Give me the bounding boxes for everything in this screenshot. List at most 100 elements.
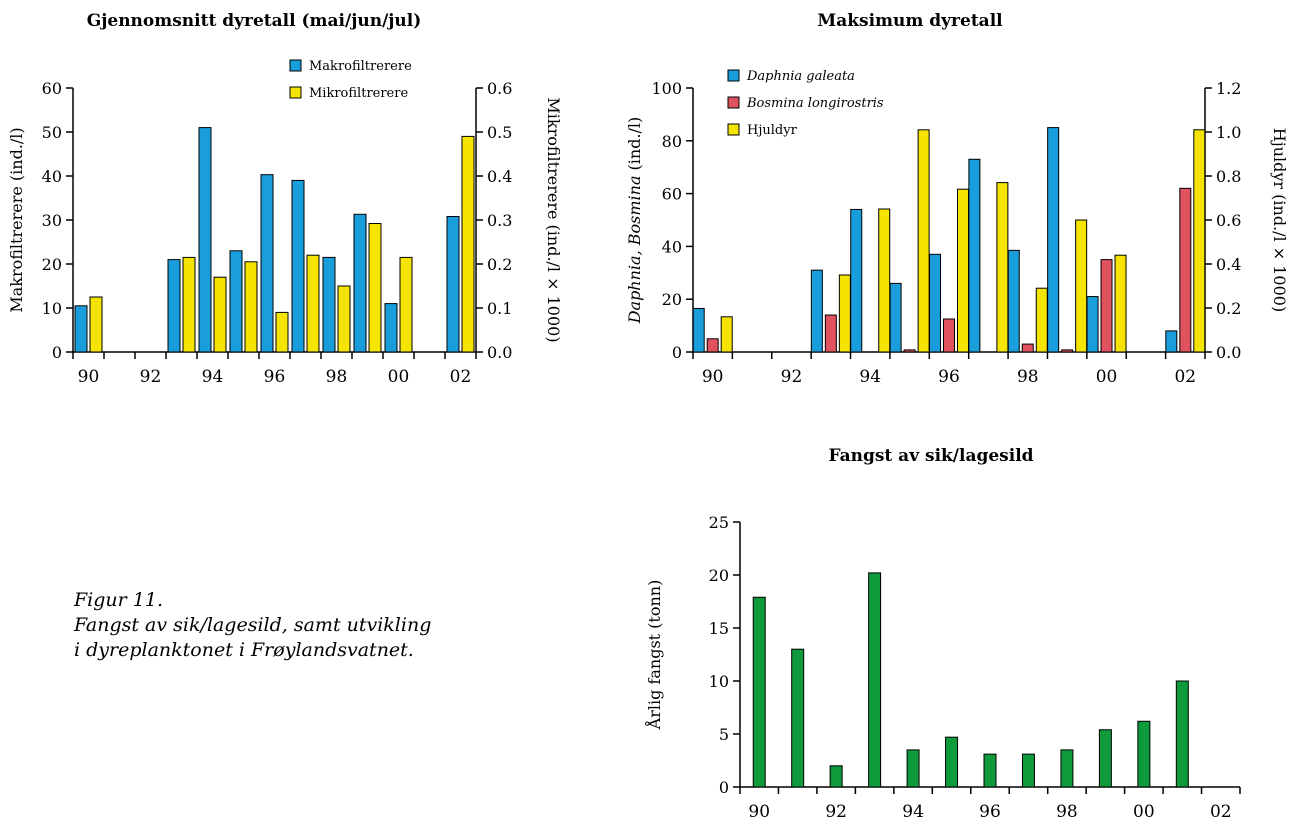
y-tick-label: 50 xyxy=(42,123,62,142)
y-tick-label: 60 xyxy=(662,185,682,204)
bar-bosmina-longirostris-95 xyxy=(904,350,915,352)
y-tick-label: 100 xyxy=(651,79,682,98)
bar-catch-00 xyxy=(1138,721,1150,787)
legend-swatch-mikrofiltrerere xyxy=(290,87,301,98)
x-tick-label: 02 xyxy=(1210,802,1232,822)
legend-swatch-bosmina-longirostris xyxy=(728,97,739,108)
bar-mikrofiltrerere-99 xyxy=(369,224,381,352)
bar-hjuldyr-02 xyxy=(1194,130,1205,352)
legend-label-mikrofiltrerere: Mikrofiltrerere xyxy=(309,86,408,101)
bar-bosmina-longirostris-98 xyxy=(1022,344,1033,352)
bar-bosmina-longirostris-93 xyxy=(825,315,836,352)
bar-catch-98 xyxy=(1061,750,1073,787)
x-tick-label: 96 xyxy=(264,367,286,387)
bar-catch-01 xyxy=(1176,681,1188,787)
y-axis-label: Makrofiltrerere (ind./l) xyxy=(7,127,26,312)
bar-bosmina-longirostris-96 xyxy=(944,319,955,352)
x-tick-label: 98 xyxy=(326,367,348,387)
y-tick-label: 20 xyxy=(42,255,62,274)
bar-catch-97 xyxy=(1022,754,1034,787)
figure-caption: Figur 11. Fangst av sik/lagesild, samt u… xyxy=(74,588,534,663)
bar-bosmina-longirostris-90 xyxy=(707,339,718,352)
bar-mikrofiltrerere-00 xyxy=(400,257,412,352)
bar-mikrofiltrerere-94 xyxy=(214,277,226,352)
x-tick-label: 90 xyxy=(748,802,770,822)
bar-daphnia-galeata-96 xyxy=(930,254,941,352)
bar-daphnia-galeata-97 xyxy=(969,159,980,352)
bar-makrofiltrerere-96 xyxy=(261,175,273,352)
bar-catch-90 xyxy=(753,597,765,787)
bar-hjuldyr-95 xyxy=(918,130,929,352)
bar-hjuldyr-99 xyxy=(1076,220,1087,352)
bar-catch-92 xyxy=(830,766,842,787)
y2-tick-label: 0.2 xyxy=(1216,299,1241,318)
bar-hjuldyr-97 xyxy=(997,183,1008,352)
bar-makrofiltrerere-99 xyxy=(354,214,366,352)
bar-makrofiltrerere-02 xyxy=(447,216,459,352)
y2-tick-label: 0.0 xyxy=(487,343,512,362)
x-tick-label: 00 xyxy=(388,367,410,387)
bar-mikrofiltrerere-02 xyxy=(462,136,474,352)
bar-catch-93 xyxy=(869,573,881,787)
y2-axis-label: Hjuldyr (ind./l × 1000) xyxy=(1270,128,1289,312)
chart-whitefish-catch: Fangst av sik/lagesild 0 5 10 15 20 25 90 92 94 96… xyxy=(620,440,1295,825)
x-tick-label: 00 xyxy=(1133,802,1155,822)
x-tick-label: 02 xyxy=(1174,367,1196,387)
x-tick-label: 90 xyxy=(702,367,724,387)
bar-bosmina-longirostris-00 xyxy=(1101,260,1112,352)
bar-makrofiltrerere-94 xyxy=(199,128,211,352)
y2-tick-label: 0.4 xyxy=(487,167,512,186)
caption-line-3: i dyreplanktonet i Frøylandsvatnet. xyxy=(74,638,534,663)
y-tick-label: 5 xyxy=(719,725,729,744)
y-tick-label: 0 xyxy=(52,343,62,362)
legend-label-bosmina-longirostris: Bosmina longirostris xyxy=(746,96,884,111)
y-tick-label: 40 xyxy=(42,167,62,186)
legend-swatch-hjuldyr xyxy=(728,124,739,135)
legend-label-hjuldyr: Hjuldyr xyxy=(747,123,798,138)
x-tick-label: 98 xyxy=(1056,802,1078,822)
x-tick-label: 02 xyxy=(450,367,472,387)
x-tick-label: 92 xyxy=(781,367,803,387)
legend-label-daphnia-galeata: Daphnia galeata xyxy=(746,69,855,84)
bar-catch-91 xyxy=(792,649,804,787)
x-tick-label: 92 xyxy=(825,802,847,822)
y-tick-label: 10 xyxy=(42,299,62,318)
bar-mikrofiltrerere-90 xyxy=(90,297,102,352)
bar-daphnia-galeata-95 xyxy=(890,283,901,352)
bar-bosmina-longirostris-02 xyxy=(1180,188,1191,352)
bar-daphnia-galeata-90 xyxy=(693,308,704,352)
bar-daphnia-galeata-94 xyxy=(851,209,862,352)
x-tick-label: 92 xyxy=(140,367,162,387)
y-tick-label: 0 xyxy=(672,343,682,362)
bar-mikrofiltrerere-96 xyxy=(276,312,288,352)
chart-title: Fangst av sik/lagesild xyxy=(828,446,1033,466)
y-tick-label: 60 xyxy=(42,79,62,98)
x-tick-label: 98 xyxy=(1017,367,1039,387)
x-tick-label: 00 xyxy=(1096,367,1118,387)
bar-daphnia-galeata-02 xyxy=(1166,331,1177,352)
bar-makrofiltrerere-93 xyxy=(168,260,180,352)
bar-daphnia-galeata-98 xyxy=(1008,250,1019,352)
y2-tick-label: 0.8 xyxy=(1216,167,1241,186)
y-axis-label: Daphnia, Bosmina (ind./l) xyxy=(625,117,644,325)
bar-makrofiltrerere-98 xyxy=(323,257,335,352)
y2-tick-label: 0.6 xyxy=(1216,211,1241,230)
bar-makrofiltrerere-90 xyxy=(75,306,87,352)
bar-hjuldyr-00 xyxy=(1115,255,1126,352)
y-tick-label: 20 xyxy=(662,290,682,309)
bar-hjuldyr-94 xyxy=(879,209,890,352)
y-axis-label: Årlig fangst (tonn) xyxy=(644,580,664,731)
x-tick-label: 94 xyxy=(902,802,924,822)
y-tick-label: 25 xyxy=(709,513,729,532)
y-tick-label: 0 xyxy=(719,778,729,797)
bar-bosmina-longirostris-99 xyxy=(1062,350,1073,352)
bar-catch-99 xyxy=(1099,730,1111,787)
y2-tick-label: 0.2 xyxy=(487,255,512,274)
bar-makrofiltrerere-00 xyxy=(385,304,397,352)
y-tick-label: 30 xyxy=(42,211,62,230)
x-tick-label: 96 xyxy=(938,367,960,387)
bar-catch-94 xyxy=(907,750,919,787)
y-tick-label: 15 xyxy=(709,619,729,638)
bar-mikrofiltrerere-93 xyxy=(183,257,195,352)
y2-tick-label: 0.0 xyxy=(1216,343,1241,362)
